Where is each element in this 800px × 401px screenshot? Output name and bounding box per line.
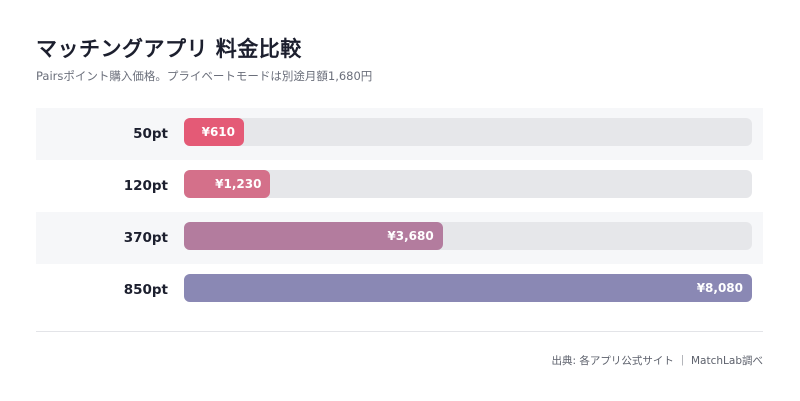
- category-label: 50pt: [133, 126, 168, 142]
- category-label: 370pt: [123, 230, 168, 246]
- bar-track: ¥3,680: [184, 222, 752, 250]
- bar-value-label: ¥3,680: [387, 229, 434, 243]
- chart-row: 850pt ¥8,080: [36, 264, 763, 316]
- bar-track: ¥8,080: [184, 274, 752, 302]
- chart-title: マッチングアプリ 料金比較: [36, 37, 302, 61]
- chart-row: 50pt ¥610: [36, 108, 763, 160]
- category-label: 120pt: [123, 178, 168, 194]
- bar: ¥8,080: [184, 274, 752, 302]
- bar-track: ¥1,230: [184, 170, 752, 198]
- bar: ¥1,230: [184, 170, 271, 198]
- chart-row: 120pt ¥1,230: [36, 160, 763, 212]
- bar: ¥3,680: [184, 222, 443, 250]
- chart-row: 370pt ¥3,680: [36, 212, 763, 264]
- bar: ¥610: [184, 118, 244, 146]
- bar-value-label: ¥8,080: [696, 281, 743, 295]
- footer-divider: [36, 331, 763, 332]
- bar-value-label: ¥610: [201, 125, 235, 139]
- bar-chart: 50pt ¥610 120pt ¥1,230 370pt ¥3,680 850pt ¥8,08…: [36, 108, 763, 316]
- bar-track: ¥610: [184, 118, 752, 146]
- bar-value-label: ¥1,230: [215, 177, 262, 191]
- category-label: 850pt: [123, 282, 168, 298]
- source-note: 出典: 各アプリ公式サイト ｜ MatchLab調べ: [551, 355, 763, 367]
- chart-subtitle: Pairsポイント購入価格。プライベートモードは別途月額1,680円: [36, 69, 373, 83]
